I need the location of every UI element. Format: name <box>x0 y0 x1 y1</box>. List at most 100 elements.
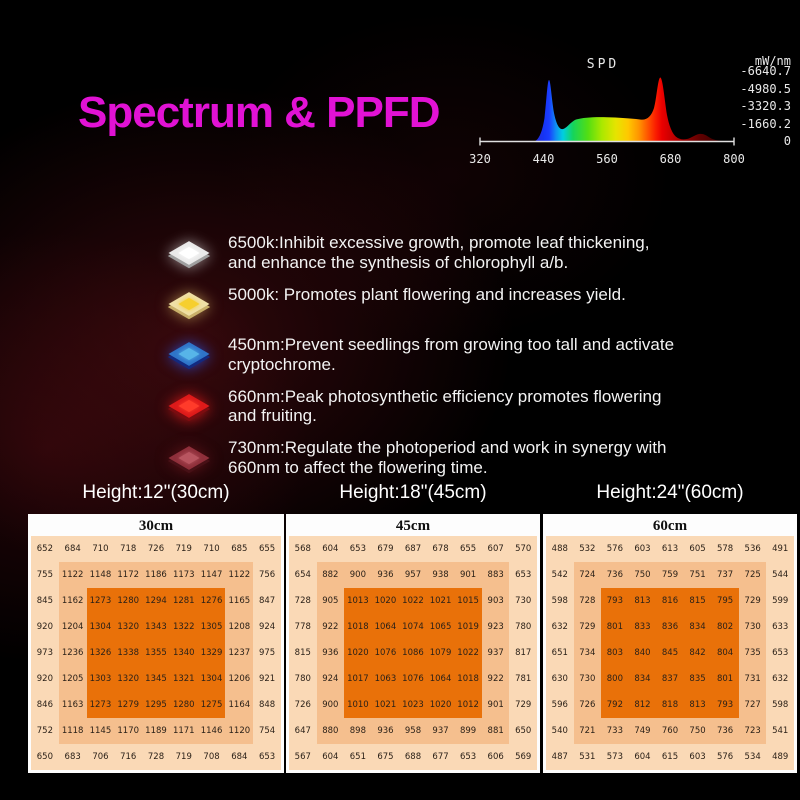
ppfd-cell: 569 <box>509 744 537 770</box>
ppfd-cell: 677 <box>426 744 455 770</box>
ppfd-cell: 1162 <box>58 588 87 614</box>
ppfd-cell: 834 <box>628 666 657 692</box>
spd-x-tick-label: 800 <box>723 152 745 166</box>
ppfd-cell: 845 <box>31 588 59 614</box>
ppfd-cell: 975 <box>253 640 281 666</box>
spd-y-tick-label: 0 <box>783 134 791 148</box>
ppfd-cell: 710 <box>86 536 115 562</box>
ppfd-cell: 489 <box>766 744 794 770</box>
ppfd-cell: 726 <box>289 692 317 718</box>
heatmap-title: 45cm <box>289 517 537 536</box>
ppfd-cell: 718 <box>114 536 143 562</box>
ppfd-cell: 675 <box>371 744 400 770</box>
ppfd-cell: 880 <box>316 718 345 744</box>
ppfd-cell: 685 <box>225 536 254 562</box>
ppfd-cell: 1173 <box>169 562 198 588</box>
led-feature-item: 730nm:Regulate the photoperiod and work … <box>166 438 678 478</box>
ppfd-cell: 598 <box>766 692 794 718</box>
led-feature-list: 6500k:Inhibit excessive growth, promote … <box>166 233 678 490</box>
ppfd-cell: 882 <box>316 562 345 588</box>
ppfd-cell: 900 <box>316 692 345 718</box>
ppfd-cell: 924 <box>316 666 345 692</box>
ppfd-cell: 759 <box>656 562 684 588</box>
ppfd-cell: 1013 <box>344 588 372 614</box>
ppfd-cell: 793 <box>711 692 739 718</box>
ppfd-cell: 1021 <box>371 692 400 718</box>
spd-chart: SPD mW/nm -6640.7 -4980.5 -3320.3 -1660.2 0 … <box>468 54 792 170</box>
ppfd-cell: 749 <box>628 718 657 744</box>
ppfd-cell: 599 <box>766 588 794 614</box>
height-label: Height:12"(30cm) <box>82 482 230 503</box>
led-feature-item: 6500k:Inhibit excessive growth, promote … <box>166 233 678 273</box>
ppfd-cell: 898 <box>344 718 372 744</box>
ppfd-cell: 816 <box>656 588 684 614</box>
ppfd-cell: 542 <box>546 562 574 588</box>
ppfd-cell: 846 <box>31 692 59 718</box>
spd-y-tick-label: -1660.2 <box>740 117 791 131</box>
ppfd-cell: 1022 <box>399 588 427 614</box>
heatmap-panel: 45cm 568 604 653 679 687 678 655 607 570 654 882 900… <box>286 514 540 773</box>
ppfd-cell: 937 <box>481 640 510 666</box>
ppfd-cell: 901 <box>454 562 482 588</box>
ppfd-cell: 803 <box>601 640 629 666</box>
ppfd-cell: 752 <box>31 718 59 744</box>
ppfd-cell: 721 <box>573 718 602 744</box>
ppfd-cell: 735 <box>738 640 767 666</box>
ppfd-cell: 607 <box>481 536 510 562</box>
led-feature-text: 660nm:Peak photosynthetic efficiency pro… <box>228 386 662 426</box>
ppfd-cell: 653 <box>344 536 372 562</box>
ppfd-cell: 606 <box>481 744 510 770</box>
ppfd-cell: 1279 <box>114 692 143 718</box>
ppfd-cell: 725 <box>738 562 767 588</box>
ppfd-cell: 837 <box>656 666 684 692</box>
ppfd-cell: 1355 <box>142 640 170 666</box>
ppfd-cell: 938 <box>426 562 455 588</box>
ppfd-cell: 728 <box>573 588 602 614</box>
ppfd-cell: 1020 <box>426 692 455 718</box>
heatmap-grid: 652 684 710 718 726 719 710 685 655 755 1122 1148 11… <box>31 536 281 770</box>
ppfd-cell: 1237 <box>225 640 254 666</box>
ppfd-cell: 728 <box>289 588 317 614</box>
ppfd-cell: 653 <box>509 562 537 588</box>
ppfd-cell: 922 <box>481 666 510 692</box>
ppfd-cell: 532 <box>573 536 602 562</box>
ppfd-cell: 1236 <box>58 640 87 666</box>
ppfd-cell: 1017 <box>344 666 372 692</box>
ppfd-cell: 603 <box>683 744 712 770</box>
ppfd-cell: 817 <box>509 640 537 666</box>
ppfd-cell: 605 <box>683 536 712 562</box>
spd-y-tick-label: -6640.7 <box>740 64 791 78</box>
ppfd-cell: 1206 <box>225 666 254 692</box>
led-feature-text: 6500k:Inhibit excessive growth, promote … <box>228 233 650 272</box>
ppfd-cell: 736 <box>711 718 739 744</box>
ppfd-cell: 1164 <box>225 692 254 718</box>
heatmap-grid: 488 532 576 603 613 605 578 536 491 542 724 736 750 7… <box>546 536 794 770</box>
ppfd-cell: 958 <box>399 718 427 744</box>
ppfd-cell: 924 <box>253 614 281 640</box>
heatmap-panel: 60cm 488 532 576 603 613 605 578 536 491 542 724 736… <box>543 514 797 773</box>
white-led-chip-icon <box>166 234 212 271</box>
ppfd-cell: 719 <box>169 536 198 562</box>
ppfd-cell: 973 <box>31 640 59 666</box>
spd-y-tick-label: -3320.3 <box>740 99 791 113</box>
ppfd-cell: 1163 <box>58 692 87 718</box>
ppfd-cell: 540 <box>546 718 574 744</box>
ppfd-cell: 734 <box>573 640 602 666</box>
ppfd-cell: 491 <box>766 536 794 562</box>
ppfd-cell: 632 <box>546 614 574 640</box>
ppfd-cell: 723 <box>738 718 767 744</box>
ppfd-cell: 726 <box>142 536 170 562</box>
ppfd-cell: 1304 <box>197 666 226 692</box>
ppfd-heatmap: Height:18"(45cm) 45cm 568 604 653 679 687 678 65… <box>286 482 540 773</box>
ppfd-cell: 845 <box>656 640 684 666</box>
ppfd-cell: 1145 <box>86 718 115 744</box>
ppfd-cell: 1079 <box>426 640 455 666</box>
ppfd-cell: 684 <box>58 536 87 562</box>
ppfd-cell: 1086 <box>399 640 427 666</box>
ppfd-cell: 1148 <box>86 562 115 588</box>
ppfd-cell: 1120 <box>225 718 254 744</box>
ppfd-cell: 778 <box>289 614 317 640</box>
ppfd-cell: 1064 <box>426 666 455 692</box>
ppfd-cell: 920 <box>31 666 59 692</box>
